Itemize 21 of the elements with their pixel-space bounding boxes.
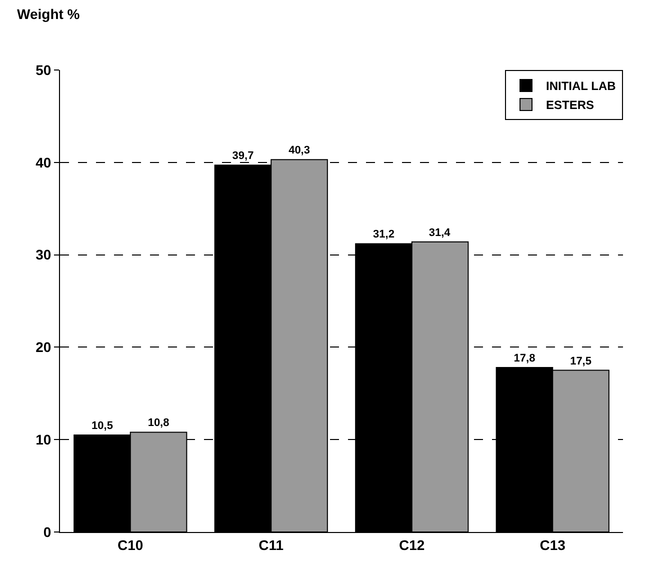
y-tick-label: 0: [43, 524, 52, 540]
x-tick-label: C12: [399, 536, 425, 553]
data-label: 31,2: [373, 228, 394, 241]
y-tick-label: 10: [36, 432, 52, 448]
y-tick-label: 30: [36, 246, 52, 263]
legend-label: ESTERS: [546, 98, 594, 112]
y-tick-label: 40: [36, 154, 52, 170]
x-tick-label: C11: [258, 536, 284, 553]
data-label: 17,5: [570, 355, 592, 368]
x-tick-label: C10: [118, 536, 144, 553]
x-tick-label: C13: [540, 536, 566, 553]
legend-label: INITIAL LAB: [546, 79, 616, 94]
data-label: 39,7: [232, 150, 254, 162]
data-label: 10,8: [148, 417, 170, 430]
y-tick-label: 50: [36, 62, 52, 78]
y-axis-title: Weight %: [17, 6, 80, 22]
data-label: 31,4: [428, 226, 452, 239]
data-label: 17,8: [514, 352, 536, 365]
y-tick-label: 20: [36, 339, 52, 356]
data-label: 40,3: [288, 144, 310, 157]
data-label: 10,5: [92, 420, 113, 432]
